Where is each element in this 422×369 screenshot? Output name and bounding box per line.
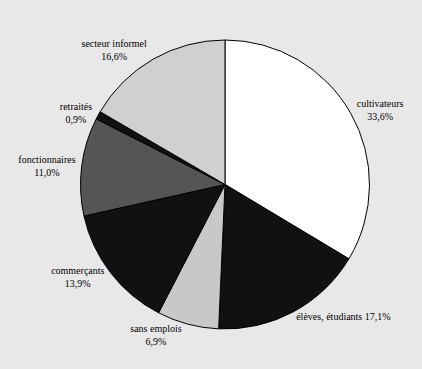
svg-text:fonctionnaires11,0%: fonctionnaires11,0% (18, 154, 75, 178)
svg-text:retraités0,9%: retraités0,9% (60, 101, 92, 125)
svg-text:cultivateurs33,6%: cultivateurs33,6% (357, 98, 404, 122)
svg-text:secteur informel16,6%: secteur informel16,6% (82, 38, 147, 62)
svg-text:sans emplois6,9%: sans emplois6,9% (130, 323, 181, 347)
svg-text:élèves, étudiants 17,1%: élèves, étudiants 17,1% (296, 311, 390, 322)
svg-text:commerçants13,9%: commerçants13,9% (51, 265, 104, 289)
